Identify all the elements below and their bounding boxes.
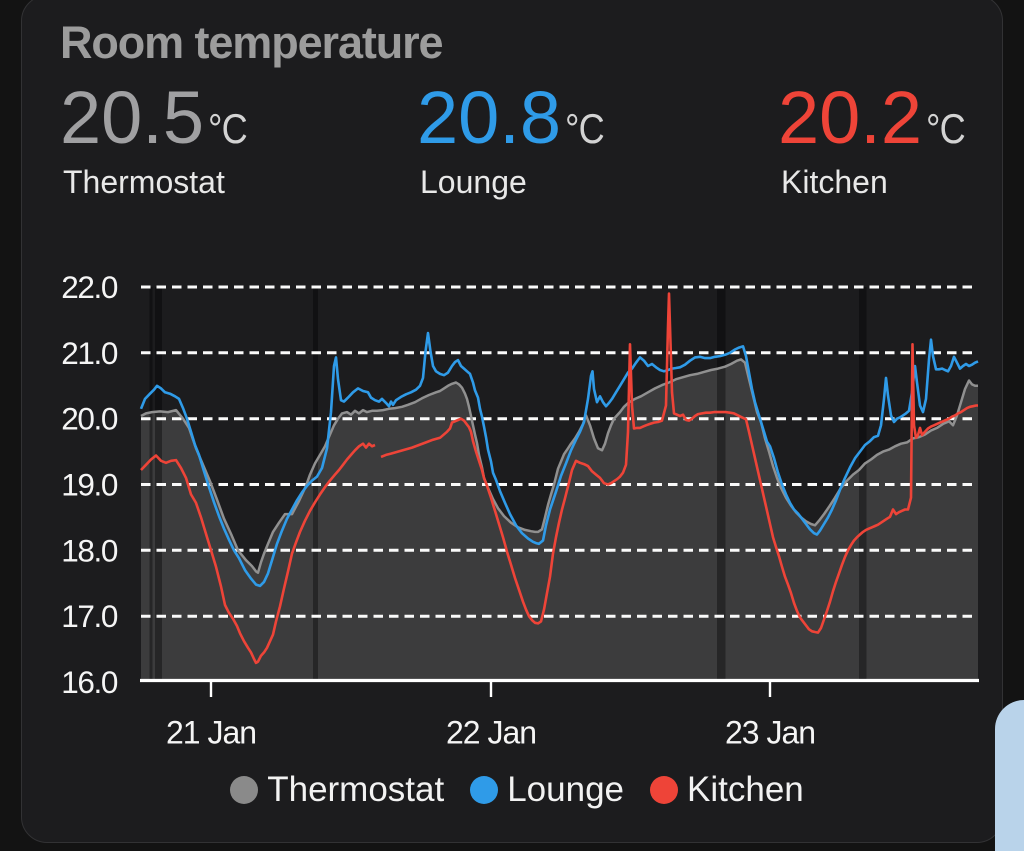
svg-text:18.0: 18.0 (61, 532, 118, 568)
svg-text:20.0: 20.0 (61, 401, 118, 437)
svg-text:21 Jan: 21 Jan (166, 715, 256, 751)
svg-text:22.0: 22.0 (61, 269, 118, 305)
svg-text:19.0: 19.0 (61, 467, 118, 503)
svg-text:21.0: 21.0 (61, 335, 118, 371)
svg-text:17.0: 17.0 (61, 598, 118, 634)
svg-text:23 Jan: 23 Jan (725, 715, 815, 751)
svg-text:22 Jan: 22 Jan (446, 715, 536, 751)
svg-text:16.0: 16.0 (61, 664, 118, 700)
